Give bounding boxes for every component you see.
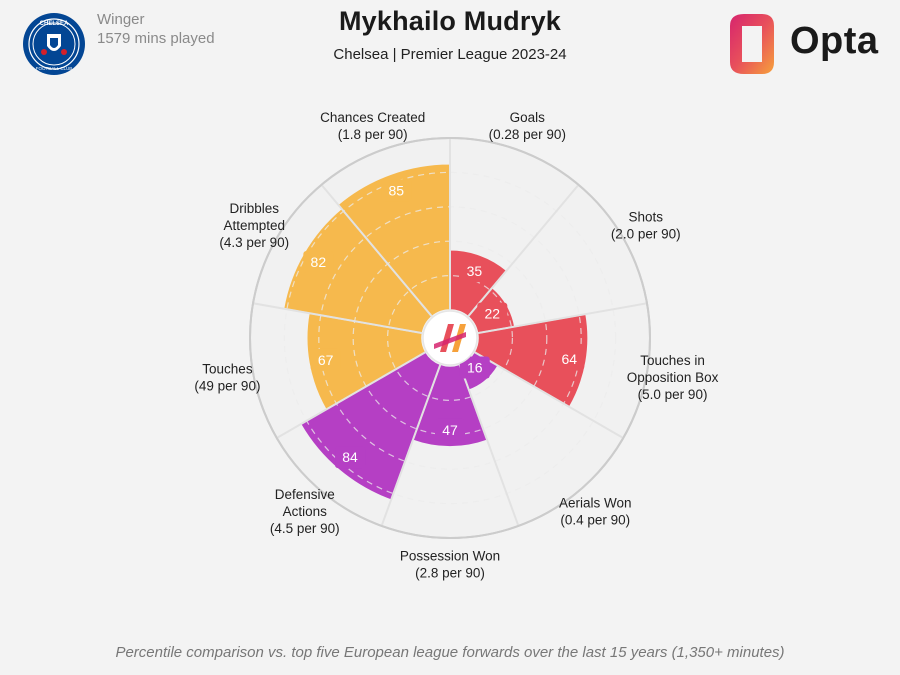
- category-label-defensive-actions: Defensive Actions (4.5 per 90): [270, 487, 340, 536]
- grid-ring: [283, 171, 617, 505]
- value-label-bg: [554, 348, 585, 371]
- value-label-chances-created: 85: [388, 182, 404, 198]
- category-label-shots: Shots (2.0 per 90): [611, 210, 681, 242]
- minutes-played: 1579 mins played: [97, 30, 215, 47]
- value-label-bg: [303, 250, 334, 273]
- value-label-aerials-won: 16: [467, 360, 483, 376]
- category-label-possession-won: Possession Won (2.8 per 90): [400, 549, 500, 581]
- category-label-chances-created: Chances Created (1.8 per 90): [320, 110, 425, 142]
- grid-ring-faint: [387, 275, 514, 402]
- spoke: [252, 302, 423, 335]
- opta-wordmark: Opta: [790, 20, 879, 62]
- category-label-touches: Touches (49 per 90): [194, 362, 260, 394]
- spoke: [380, 363, 442, 527]
- value-label-bg: [435, 418, 465, 441]
- outer-ring: [249, 137, 651, 539]
- spoke: [473, 351, 624, 439]
- value-label-bg: [381, 179, 412, 202]
- category-label-aerials-won: Aerials Won (0.4 per 90): [559, 496, 632, 528]
- player-name-title: Mykhailo Mudryk: [338, 6, 562, 36]
- spoke: [477, 302, 648, 335]
- value-label-shots: 22: [485, 306, 501, 322]
- bar-dribbles-attempted: [282, 207, 434, 335]
- category-label-dribbles-attempted: Dribbles Attempted (4.3 per 90): [219, 201, 289, 250]
- svg-text:CHELSEA: CHELSEA: [40, 21, 69, 27]
- value-label-dribbles-attempted: 82: [311, 254, 327, 270]
- svg-text:FOOTBALL CLUB: FOOTBALL CLUB: [36, 66, 73, 71]
- value-label-bg: [310, 348, 341, 371]
- bar-chances-created: [336, 163, 451, 318]
- category-label-goals: Goals (0.28 per 90): [489, 110, 566, 142]
- spoke: [276, 351, 427, 439]
- value-label-defensive-actions: 84: [342, 449, 358, 465]
- chelsea-crest-icon: CHELSEA FOOTBALL CLUB: [23, 13, 85, 75]
- opta-logo-icon: [730, 14, 774, 74]
- value-label-possession-won: 47: [442, 422, 458, 438]
- center-logo-icon: [434, 332, 466, 349]
- value-label-bg: [477, 302, 508, 325]
- value-label-touches: 67: [318, 352, 334, 368]
- footnote: Percentile comparison vs. top five Europ…: [115, 644, 785, 661]
- grid-ring-faint: [283, 171, 617, 505]
- bar-touches: [306, 312, 427, 411]
- chart-subtitle: Chelsea | Premier League 2023-24: [333, 46, 567, 63]
- value-label-bg: [335, 446, 366, 469]
- grid-ring: [387, 275, 514, 402]
- category-label-touches-in-opposition-box: Touches in Opposition Box (5.0 per 90): [627, 353, 719, 402]
- value-label-touches-in-opposition-box: 64: [561, 351, 577, 367]
- spoke: [320, 184, 433, 318]
- player-role: Winger: [97, 11, 145, 28]
- spoke: [458, 363, 520, 527]
- spoke: [467, 184, 580, 318]
- value-label-bg: [459, 260, 490, 283]
- bar-possession-won: [411, 363, 489, 448]
- value-label-bg: [459, 356, 490, 379]
- value-label-goals: 35: [467, 263, 483, 279]
- bar-touches-in-opposition-box: [473, 313, 589, 409]
